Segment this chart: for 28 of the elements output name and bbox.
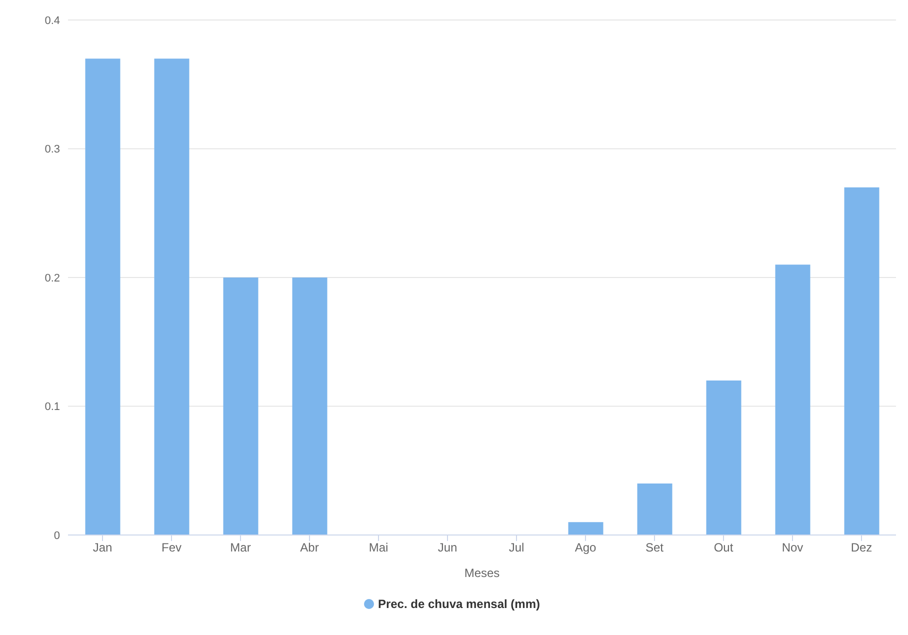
y-tick-label: 0.2 bbox=[44, 272, 60, 284]
y-tick-label: 0.1 bbox=[44, 401, 60, 414]
x-tick-label: Nov bbox=[782, 540, 804, 555]
x-axis-title: Meses bbox=[464, 566, 500, 580]
x-tick-label: Out bbox=[714, 540, 734, 555]
bar bbox=[706, 380, 742, 535]
legend-label: Prec. de chuva mensal (mm) bbox=[378, 597, 540, 611]
y-tick-label: 0.3 bbox=[44, 144, 60, 156]
x-tick-label: Jun bbox=[438, 540, 458, 555]
x-tick-label: Set bbox=[645, 540, 664, 555]
bar bbox=[223, 278, 258, 535]
bar bbox=[154, 58, 190, 535]
y-tick-label: 0 bbox=[54, 530, 60, 542]
bar bbox=[85, 58, 120, 535]
x-tick-label: Mar bbox=[230, 540, 251, 555]
y-tick-label: 0.4 bbox=[44, 14, 60, 27]
bar bbox=[292, 278, 328, 535]
bar bbox=[568, 522, 604, 535]
bar bbox=[775, 264, 810, 535]
x-tick-label: Mai bbox=[368, 540, 388, 555]
bar bbox=[844, 187, 880, 535]
x-tick-label: Jul bbox=[508, 540, 524, 555]
x-tick-label: Jan bbox=[92, 540, 112, 555]
x-tick-label: Dez bbox=[850, 540, 872, 555]
x-tick-label: Abr bbox=[300, 540, 319, 555]
x-tick-label: Ago bbox=[574, 540, 596, 555]
x-tick-label: Fev bbox=[161, 540, 182, 555]
bar bbox=[637, 484, 672, 535]
